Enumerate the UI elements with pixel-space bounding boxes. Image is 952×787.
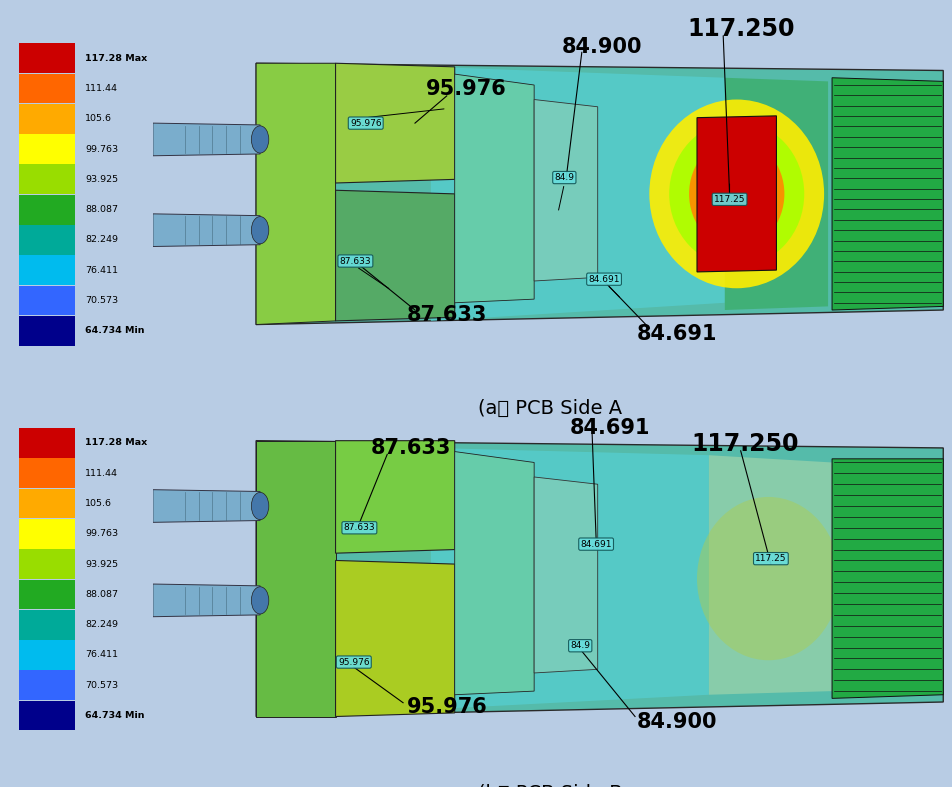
Text: 87.633: 87.633 [407,305,487,326]
Bar [19,195,74,224]
Bar [19,134,74,164]
Text: 88.087: 88.087 [85,590,118,599]
Polygon shape [832,459,943,698]
Text: 82.249: 82.249 [85,620,118,629]
Polygon shape [455,452,534,695]
Ellipse shape [689,139,784,249]
Bar [19,458,74,488]
Text: 93.925: 93.925 [85,560,118,568]
Bar [19,640,74,670]
Ellipse shape [251,126,268,153]
Text: 95.976: 95.976 [350,119,382,127]
Text: 99.763: 99.763 [85,530,118,538]
Bar [19,610,74,640]
Text: 87.633: 87.633 [371,438,451,458]
Text: 95.976: 95.976 [426,79,507,98]
Ellipse shape [492,142,576,173]
Bar [19,43,74,73]
Polygon shape [534,99,598,281]
Text: 105.6: 105.6 [85,499,112,508]
Polygon shape [832,78,943,310]
Text: 87.633: 87.633 [340,257,371,265]
Bar [19,489,74,519]
Text: 117.25: 117.25 [714,195,745,204]
Polygon shape [256,63,943,324]
Text: 84.900: 84.900 [637,712,718,732]
Ellipse shape [251,493,268,519]
Polygon shape [431,448,709,709]
Text: 84.691: 84.691 [637,323,718,344]
Polygon shape [724,78,828,310]
Text: 76.411: 76.411 [85,266,118,275]
Text: 87.633: 87.633 [344,523,375,532]
Polygon shape [153,214,260,246]
Ellipse shape [486,600,550,644]
Text: 95.976: 95.976 [407,697,487,718]
Text: (b） PCB Side B: (b） PCB Side B [478,784,623,787]
Text: 84.691: 84.691 [569,418,650,438]
Polygon shape [335,441,455,553]
Text: 117.250: 117.250 [687,17,794,41]
Text: 117.250: 117.250 [691,432,799,456]
Text: 84.9: 84.9 [554,173,574,182]
Bar [19,671,74,700]
Polygon shape [153,490,260,523]
Bar [19,316,74,345]
Ellipse shape [455,541,503,573]
Ellipse shape [697,497,840,660]
Text: 111.44: 111.44 [85,469,118,478]
Bar [19,428,74,458]
Polygon shape [256,441,335,716]
Text: 84.900: 84.900 [562,37,642,57]
Bar [19,164,74,194]
Text: 84.691: 84.691 [588,275,620,283]
Text: 84.691: 84.691 [581,540,612,549]
Polygon shape [335,190,455,321]
Polygon shape [256,63,335,324]
Bar [19,286,74,316]
Text: 117.25: 117.25 [755,554,786,563]
Text: 117.28 Max: 117.28 Max [85,438,148,447]
Text: 111.44: 111.44 [85,84,118,93]
Text: 93.925: 93.925 [85,175,118,184]
Bar [19,519,74,549]
Bar [19,104,74,134]
Text: 82.249: 82.249 [85,235,118,245]
Text: 95.976: 95.976 [338,658,369,667]
Text: 70.573: 70.573 [85,296,118,305]
Text: 117.28 Max: 117.28 Max [85,54,148,63]
Polygon shape [534,477,598,673]
Text: 99.763: 99.763 [85,145,118,153]
Bar [19,700,74,730]
Text: 84.9: 84.9 [570,641,590,650]
Polygon shape [709,455,832,695]
Polygon shape [335,63,455,183]
Polygon shape [455,74,534,303]
Polygon shape [697,116,777,272]
Text: 64.734 Min: 64.734 Min [85,327,145,335]
Bar [19,256,74,285]
Text: 76.411: 76.411 [85,651,118,660]
Text: 88.087: 88.087 [85,205,118,214]
Ellipse shape [251,587,268,614]
Ellipse shape [649,99,824,288]
Ellipse shape [251,216,268,244]
Bar [19,549,74,579]
Bar [19,579,74,609]
Polygon shape [335,560,455,716]
Bar [19,73,74,103]
Ellipse shape [536,245,596,267]
Ellipse shape [538,495,594,531]
Text: 64.734 Min: 64.734 Min [85,711,145,720]
Ellipse shape [669,121,804,267]
Polygon shape [431,67,724,321]
Polygon shape [256,441,943,716]
Bar [19,225,74,255]
Text: (a） PCB Side A: (a） PCB Side A [478,399,622,418]
Text: 105.6: 105.6 [85,114,112,124]
Polygon shape [153,123,260,156]
Polygon shape [153,584,260,617]
Text: 70.573: 70.573 [85,681,118,689]
